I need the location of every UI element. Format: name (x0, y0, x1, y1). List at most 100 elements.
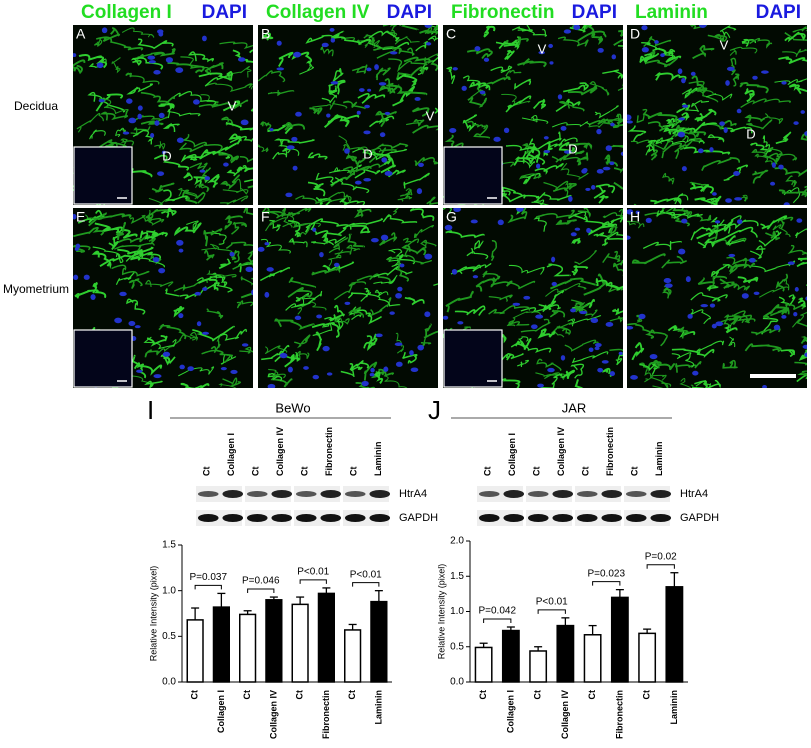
nucleus (709, 147, 714, 153)
blot-strip (245, 510, 291, 526)
blot-band (576, 491, 598, 497)
x-tick-label: Fibronectin (614, 690, 624, 739)
fiber (654, 72, 687, 82)
fiber (681, 87, 698, 99)
fiber (707, 33, 728, 43)
fiber (354, 157, 372, 173)
fiber (419, 26, 438, 34)
fiber (337, 218, 384, 235)
region-label: D (363, 146, 372, 161)
fiber (131, 354, 147, 379)
tissue-texture (443, 25, 623, 205)
fiber (92, 246, 124, 264)
fiber (801, 185, 807, 196)
fiber (661, 255, 687, 269)
nucleus (687, 313, 693, 319)
nucleus (344, 148, 350, 154)
fiber (536, 358, 562, 371)
nucleus (230, 369, 238, 375)
micrograph: C V D (443, 25, 623, 205)
nucleus (654, 40, 659, 44)
fiber (380, 153, 396, 174)
nucleus (678, 248, 686, 255)
nucleus (734, 197, 743, 201)
blot-band (344, 491, 366, 497)
fiber (535, 192, 572, 202)
nucleus (361, 380, 369, 387)
nucleus (380, 234, 389, 241)
nucleus (543, 150, 551, 154)
fiber (326, 191, 352, 204)
fiber (209, 276, 228, 288)
fiber (299, 60, 315, 75)
fiber (551, 156, 588, 163)
fiber (808, 33, 811, 43)
fiber (785, 175, 797, 188)
nucleus (128, 117, 137, 124)
fiber (772, 224, 791, 238)
blot-strip (343, 510, 389, 526)
nucleus (363, 177, 372, 182)
nucleus (771, 162, 776, 168)
p-value: P=0.02 (645, 551, 677, 562)
fiber (140, 91, 175, 105)
fiber (462, 114, 477, 133)
nucleus (537, 383, 544, 388)
nucleus (266, 267, 274, 272)
nucleus (291, 136, 298, 142)
nucleus (276, 67, 285, 71)
blot-band (369, 514, 391, 522)
nucleus (781, 315, 787, 319)
nucleus (677, 68, 683, 75)
panel-letter: F (261, 209, 270, 225)
fiber (220, 328, 247, 341)
fiber (695, 340, 725, 355)
blot-band (625, 491, 647, 497)
micrograph: A V D (73, 25, 253, 205)
fiber (178, 142, 207, 153)
nucleus (752, 75, 758, 80)
blot-band (271, 490, 293, 498)
significance-bracket (247, 588, 275, 594)
fiber (574, 250, 597, 266)
nucleus (574, 227, 581, 231)
fiber (240, 276, 253, 286)
x-tick-label: Ct (347, 690, 357, 700)
nucleus (153, 70, 161, 75)
panel-letter: E (76, 209, 85, 225)
fiber (375, 110, 397, 128)
fiber (639, 363, 658, 376)
fiber (751, 148, 783, 163)
fiber (332, 33, 372, 45)
fiber (424, 25, 433, 35)
fiber (561, 369, 575, 379)
fiber (613, 29, 623, 46)
fiber (420, 239, 437, 249)
nucleus (778, 164, 784, 170)
fiber (466, 248, 489, 260)
nucleus (635, 210, 640, 215)
fiber (200, 94, 219, 107)
fiber (182, 331, 199, 342)
fiber (154, 141, 166, 150)
fiber (794, 228, 807, 239)
fiber (321, 90, 338, 104)
fiber (369, 115, 395, 128)
fiber (563, 82, 589, 93)
lane-label: Ct (630, 467, 640, 477)
nucleus (292, 165, 298, 171)
nucleus (424, 253, 433, 260)
fiber (744, 87, 755, 103)
blot-strip (196, 486, 242, 502)
fiber (286, 208, 312, 219)
fiber (608, 285, 623, 293)
nucleus (736, 108, 742, 114)
blot-band (601, 490, 623, 498)
fiber (505, 69, 522, 80)
fiber (267, 89, 295, 97)
nucleus (74, 247, 79, 251)
fiber (273, 138, 315, 147)
fiber (423, 53, 438, 66)
nucleus (611, 54, 617, 60)
nucleus (119, 291, 127, 297)
